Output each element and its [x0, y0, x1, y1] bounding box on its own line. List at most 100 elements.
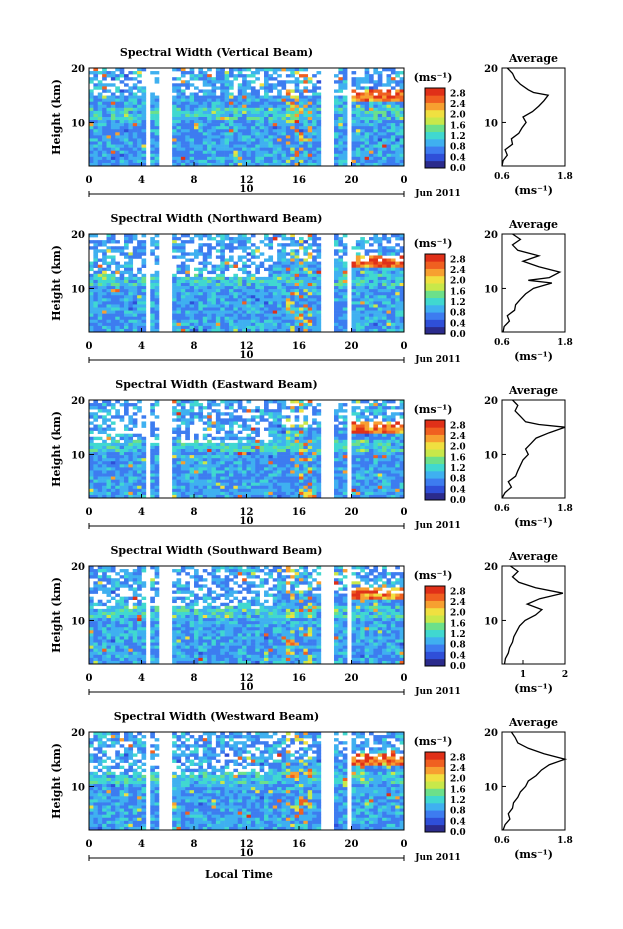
average-y-tick-label: 10 [484, 284, 498, 295]
heatmap-cell [268, 313, 274, 317]
heatmap-cell [207, 439, 212, 444]
heatmap-cell [102, 270, 107, 275]
heatmap-cell [246, 107, 252, 112]
heatmap-cell [250, 150, 256, 155]
heatmap-cell [299, 120, 304, 124]
heatmap-cell [360, 110, 365, 115]
heatmap-cell [215, 319, 221, 324]
heatmap-cell [351, 301, 357, 305]
heatmap-cell [268, 424, 274, 428]
heatmap-cell [390, 120, 396, 124]
heatmap-cell [250, 286, 256, 290]
heatmap-cell [250, 113, 256, 118]
heatmap-cell [246, 436, 252, 441]
average-frame [501, 233, 566, 333]
heatmap-cell [237, 310, 243, 314]
heatmap-cell [215, 442, 221, 447]
heatmap-cell [369, 445, 374, 450]
heatmap-cell [342, 464, 348, 468]
heatmap-cell [89, 406, 94, 410]
heatmap-cell [154, 433, 160, 438]
heatmap-cell [334, 243, 339, 247]
heatmap-cell [189, 467, 195, 471]
heatmap-cell [255, 325, 260, 330]
heatmap-cell [106, 436, 112, 441]
heatmap-cell [294, 159, 300, 164]
heatmap-cell [390, 86, 396, 90]
heatmap-cell [316, 427, 322, 431]
x-tick-label: 12 [240, 175, 254, 186]
heatmap-cell [119, 107, 125, 112]
colorbar-tick-label: 2.0 [450, 111, 466, 121]
heatmap-cell [207, 74, 212, 78]
heatmap-cell [281, 249, 287, 253]
heatmap-cell [395, 243, 400, 247]
heatmap-cell [255, 313, 260, 317]
heatmap-cell [110, 470, 116, 474]
heatmap-cell [246, 144, 252, 148]
heatmap-cell [237, 307, 243, 311]
heatmap-cell [110, 415, 116, 419]
heatmap-cell [110, 298, 116, 302]
heatmap-cell [386, 286, 392, 290]
heatmap-cell [399, 403, 405, 407]
heatmap-cell [119, 264, 125, 268]
heatmap-cell [259, 473, 265, 477]
heatmap-cell [242, 80, 247, 84]
heatmap-cell [285, 273, 291, 278]
heatmap-cell [119, 307, 125, 311]
heatmap-cell [128, 89, 134, 93]
heatmap-cell [351, 150, 357, 155]
heatmap-cell [303, 449, 309, 453]
heatmap-cell [198, 307, 204, 311]
heatmap-cell [150, 95, 155, 99]
heatmap-cell [189, 461, 195, 465]
heatmap-cell [220, 101, 225, 106]
heatmap-cell [399, 298, 405, 302]
heatmap-cell [132, 246, 138, 250]
heatmap-cell [137, 455, 142, 459]
heatmap-cell [390, 439, 396, 444]
heatmap-cell [242, 237, 247, 241]
heatmap-cell [185, 104, 190, 109]
heatmap-cell [110, 101, 116, 106]
heatmap-cell [264, 138, 269, 142]
heatmap-cell [224, 470, 230, 474]
heatmap-cell [255, 246, 260, 250]
heatmap-cell [377, 276, 383, 281]
heatmap-cell [355, 433, 361, 438]
heatmap-cell [250, 86, 256, 90]
heatmap-cell [237, 424, 243, 428]
heatmap-cell [294, 120, 300, 124]
heatmap-cell [290, 249, 295, 253]
heatmap-cell [390, 141, 396, 145]
heatmap-cell [303, 240, 309, 244]
heatmap-cell [395, 92, 400, 96]
heatmap-cell [299, 80, 304, 84]
heatmap-cell [102, 279, 107, 284]
heatmap-cell [185, 123, 190, 127]
heatmap-cell [141, 467, 147, 471]
heatmap-cell [307, 279, 313, 284]
heatmap-cell [180, 307, 186, 311]
heatmap-cell [150, 476, 155, 480]
heatmap-cell [215, 412, 221, 416]
heatmap-cell [185, 252, 190, 256]
heatmap-cell [373, 409, 379, 413]
heatmap-cell [264, 104, 269, 109]
heatmap-cell [137, 138, 142, 142]
heatmap-cell [246, 132, 252, 136]
heatmap-cell [215, 98, 221, 102]
heatmap-cell [194, 412, 199, 416]
heatmap-cell [342, 77, 348, 81]
heatmap-cell [364, 113, 370, 118]
heatmap-cell [355, 436, 361, 441]
heatmap-cell [395, 427, 400, 431]
heatmap-cell [382, 289, 387, 293]
heatmap-cell [132, 234, 138, 238]
heatmap-cell [369, 430, 374, 434]
heatmap-cell [360, 301, 365, 305]
heatmap-cell [281, 279, 287, 284]
heatmap-cell [369, 135, 374, 139]
heatmap-cell [242, 132, 247, 136]
